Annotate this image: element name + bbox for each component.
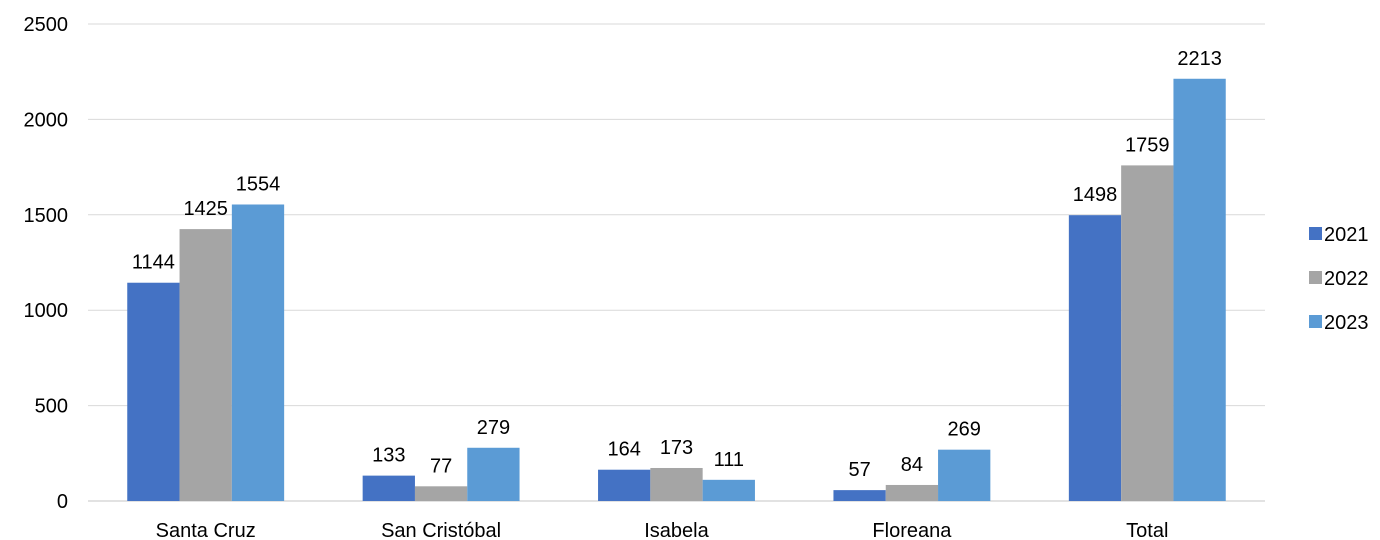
bar-2022-5 [1121, 165, 1174, 501]
data-label: 2213 [1177, 48, 1222, 70]
data-label: 84 [901, 454, 923, 476]
bar-2021-5 [1068, 215, 1122, 502]
bar-2022-1 [179, 229, 232, 502]
bar-2023-5 [1173, 78, 1226, 502]
y-tick-label: 1500 [24, 205, 69, 227]
gridlines [88, 23, 1265, 502]
x-tick-label: Santa Cruz [156, 520, 256, 540]
bar-2022-3 [650, 467, 703, 501]
data-label: 111 [714, 449, 744, 471]
y-tick-label: 2500 [24, 14, 69, 36]
x-tick-label: Isabela [644, 520, 709, 540]
y-tick-label: 0 [57, 491, 68, 513]
data-labels: 1144 1425 1554 133 77 279 164 173 111 57 84 269 1498… [132, 48, 1222, 481]
y-tick-label: 2000 [24, 109, 69, 131]
bar-2021-3 [598, 469, 651, 501]
data-label: 173 [660, 437, 693, 459]
legend-swatch [1309, 271, 1322, 284]
x-tick-label: Floreana [872, 520, 952, 540]
data-label: 77 [430, 455, 452, 477]
x-tick-label: San Cristóbal [381, 520, 501, 540]
legend-swatch [1309, 315, 1322, 328]
legend-label: 2023 [1324, 312, 1369, 334]
legend: 2021 2022 2023 [1309, 224, 1369, 334]
bar-2021-4 [833, 490, 886, 501]
bar-2023-4 [938, 449, 991, 501]
bar-2023-2 [467, 447, 520, 501]
data-label: 269 [948, 419, 981, 441]
data-label: 1144 [132, 252, 175, 274]
y-axis-tick-labels: 0 500 1000 1500 2000 2500 [24, 14, 69, 513]
data-label: 164 [608, 439, 641, 461]
legend-label: 2021 [1324, 224, 1369, 246]
bar-2023-1 [231, 204, 285, 501]
data-label: 133 [372, 445, 405, 467]
bar-2022-2 [414, 486, 468, 501]
x-tick-label: Total [1126, 520, 1168, 540]
data-label: 1498 [1073, 184, 1118, 206]
legend-swatch [1309, 227, 1322, 240]
y-tick-label: 500 [35, 396, 68, 418]
bar-2021-2 [362, 475, 415, 501]
data-label: 57 [848, 459, 870, 481]
data-label: 279 [477, 417, 510, 439]
data-label: 1759 [1125, 134, 1170, 156]
legend-label: 2022 [1324, 268, 1369, 290]
y-tick-label: 1000 [24, 300, 69, 322]
x-axis-tick-labels: Santa Cruz San Cristóbal Isabela Floreana To… [156, 520, 1169, 540]
bar-2022-4 [885, 484, 939, 501]
data-label: 1554 [236, 173, 281, 195]
bar-2023-3 [702, 479, 755, 501]
data-label: 1425 [183, 198, 228, 220]
bar-2021-1 [127, 282, 180, 501]
bars [127, 78, 1226, 502]
